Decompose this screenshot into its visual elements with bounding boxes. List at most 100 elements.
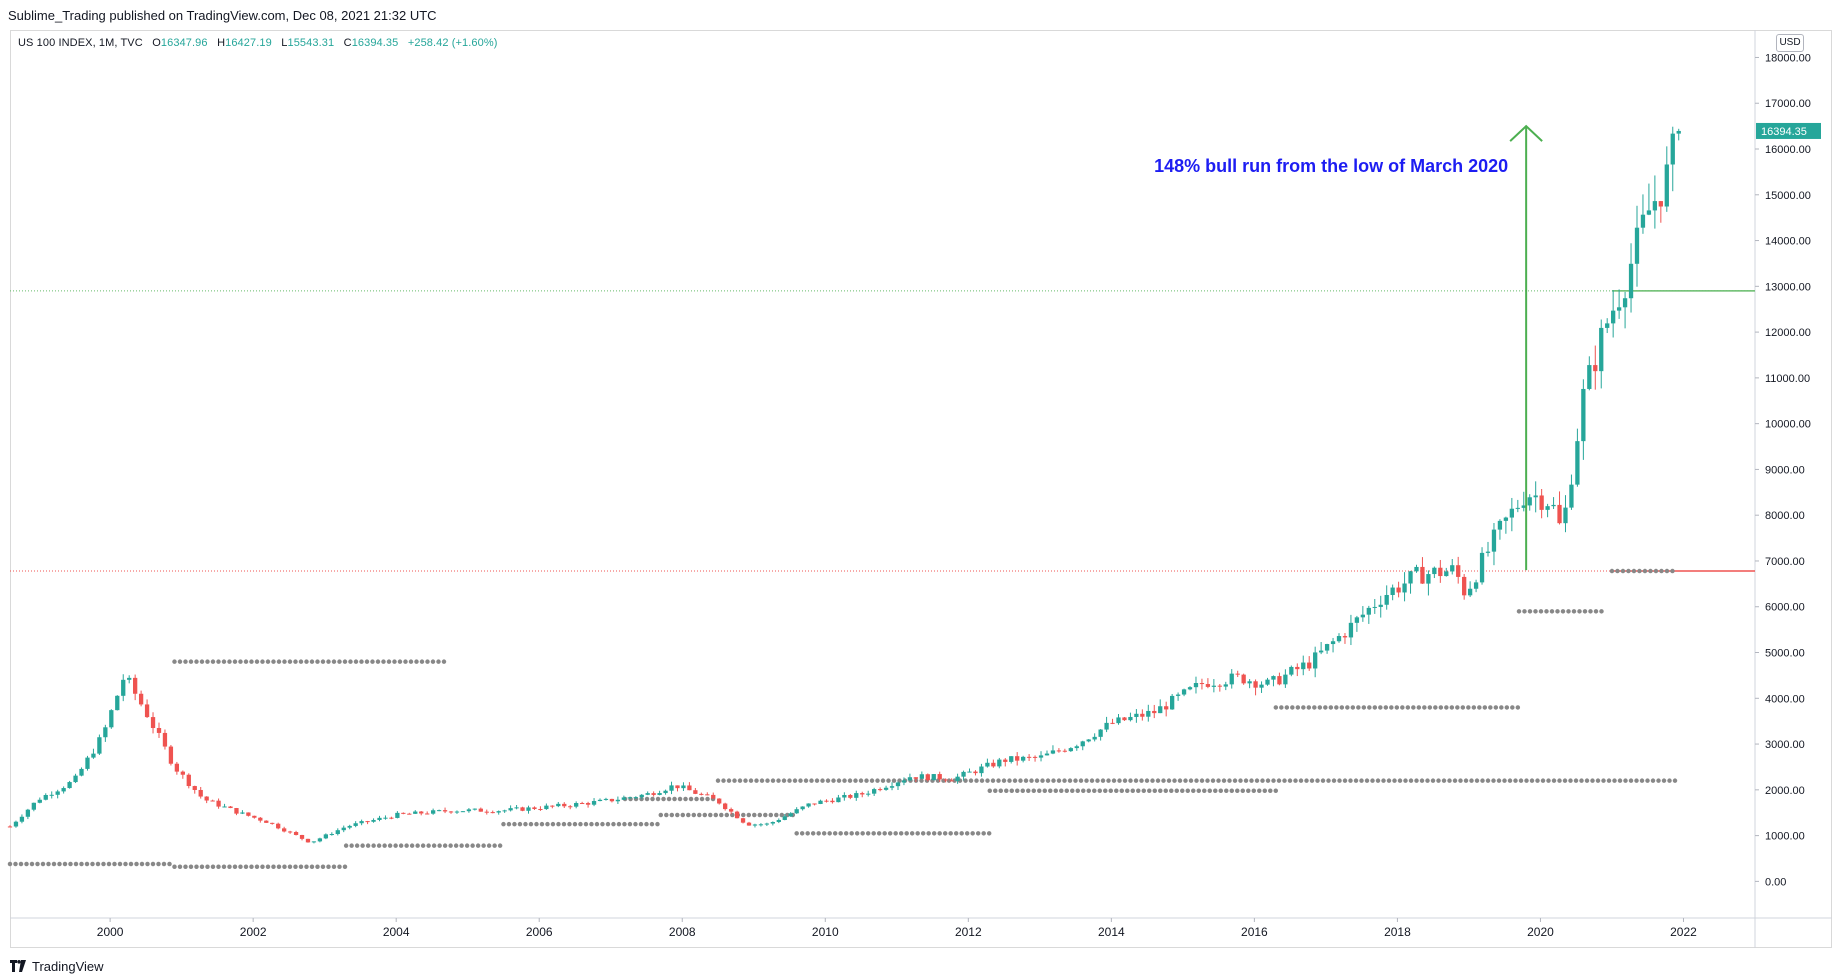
candle-body (1211, 685, 1217, 687)
candle-body (627, 797, 632, 799)
candle-body (1199, 683, 1205, 685)
candle-body (1128, 716, 1133, 721)
candle-body (1509, 508, 1514, 518)
candle-body (603, 798, 609, 800)
candle-body (591, 801, 597, 805)
candle-body (1152, 710, 1157, 714)
candle-body (1247, 681, 1252, 684)
candle-body (103, 727, 108, 738)
candle-body (1676, 130, 1681, 134)
candle-body (1259, 684, 1264, 688)
legend-open: 16347.96 (160, 37, 208, 49)
candle-body (413, 811, 418, 814)
candle-body (1593, 365, 1598, 372)
candle-body (806, 803, 811, 807)
candle-body (97, 737, 102, 754)
candle-body (1473, 582, 1479, 589)
candle-body (1497, 520, 1503, 530)
y-tick-label: 0.00 (1765, 876, 1786, 888)
x-tick-label: 2002 (240, 925, 267, 939)
candle-body (550, 805, 555, 807)
candle-body (1485, 551, 1491, 553)
x-tick-label: 2018 (1384, 925, 1411, 939)
candle-body (1169, 695, 1175, 710)
candle-body (1265, 679, 1270, 685)
legend-close: 16394.35 (351, 37, 399, 49)
candle-body (1336, 636, 1342, 642)
candle-body (854, 793, 859, 798)
candle-body (1366, 607, 1371, 615)
candle-body (1634, 227, 1640, 264)
candle-body (723, 803, 728, 810)
candle-body (520, 807, 525, 811)
candle-body (1432, 567, 1437, 575)
candle-body (1575, 441, 1580, 485)
candle-body (883, 787, 889, 790)
candle-body (1301, 662, 1306, 670)
legend-symbol[interactable]: US 100 INDEX, 1M, TVC (18, 37, 143, 49)
candle-body (949, 780, 954, 782)
candle-body (860, 793, 865, 795)
candle-body (365, 821, 370, 823)
legend-open-label: O (152, 37, 161, 49)
footer-brand[interactable]: TradingView (32, 958, 104, 974)
currency-button[interactable]: USD (1776, 34, 1804, 52)
candle-body (1640, 214, 1646, 228)
candle-body (579, 803, 585, 805)
candle-body (1581, 388, 1586, 442)
candle-body (490, 812, 495, 814)
candle-body (1444, 571, 1449, 577)
legend-low-label: L (281, 37, 288, 49)
candle-body (1611, 310, 1616, 324)
footer: TradingView (10, 956, 104, 976)
candle-body (925, 774, 930, 781)
candle-body (1277, 676, 1282, 685)
candle-body (836, 797, 841, 803)
candle-body (1527, 497, 1532, 506)
x-tick-label: 2020 (1527, 925, 1554, 939)
candle-body (1616, 307, 1622, 311)
y-tick-label: 5000.00 (1765, 648, 1805, 660)
candle-body (282, 828, 287, 832)
candle-body (1235, 673, 1240, 675)
y-tick-label: 18000.00 (1765, 52, 1811, 64)
candle-body (1372, 606, 1377, 608)
candle-body (198, 789, 203, 797)
candle-body (770, 822, 775, 824)
y-tick-label: 1000.00 (1765, 831, 1805, 843)
candle-body (1533, 495, 1538, 498)
candle-body (204, 796, 209, 801)
candle-body (699, 793, 704, 795)
candle-body (1134, 713, 1139, 717)
candle-body (460, 811, 466, 813)
candle-body (1313, 652, 1318, 669)
candle-body (67, 782, 72, 789)
candle-body (1557, 504, 1562, 524)
candle-body (1551, 504, 1556, 507)
candle-body (1253, 681, 1258, 688)
candle-body (1622, 298, 1628, 308)
candle-body (419, 811, 424, 814)
candle-body (61, 788, 66, 792)
candle-body (1539, 495, 1544, 510)
candle-body (752, 824, 758, 826)
candle-body (889, 786, 895, 788)
candle-body (1545, 506, 1550, 510)
candle-body (168, 746, 174, 764)
tradingview-logo-icon[interactable] (10, 960, 26, 972)
candle-body (1396, 587, 1401, 593)
candle-body (538, 808, 543, 810)
candle-body (717, 798, 722, 804)
candle-body (1414, 566, 1419, 572)
chart-frame[interactable] (10, 30, 1832, 948)
candle-body (31, 802, 36, 810)
candle-body (1122, 717, 1127, 721)
candle-body (293, 832, 299, 835)
candle-body (1062, 750, 1068, 752)
candle-body (430, 810, 436, 814)
candle-body (848, 795, 853, 798)
candle-body (1044, 753, 1050, 756)
candle-body (1080, 741, 1085, 747)
candle-body (478, 808, 483, 812)
